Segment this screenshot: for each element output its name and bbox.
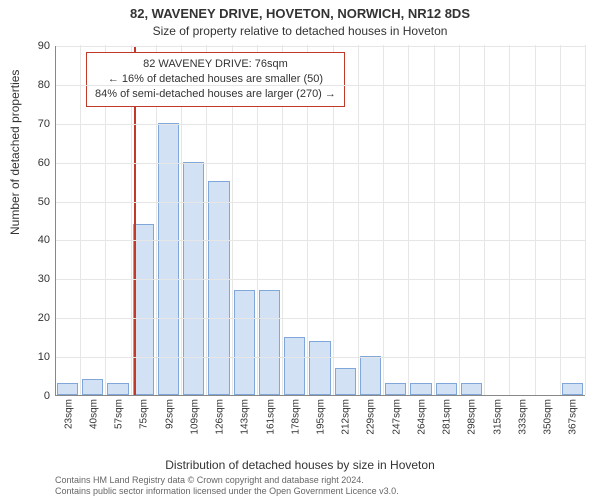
x-tick-label: 281sqm [442, 399, 453, 435]
x-tick-label: 350sqm [543, 399, 554, 435]
y-tick-label: 80 [38, 79, 50, 91]
gridline [56, 163, 585, 164]
histogram-bar [208, 181, 229, 395]
y-tick-label: 70 [38, 118, 50, 130]
y-axis-label: Number of detached properties [8, 70, 22, 235]
histogram-bar [562, 383, 583, 395]
gridline [56, 46, 585, 47]
x-tick-label: 195sqm [315, 399, 326, 435]
histogram-bar [133, 224, 154, 395]
x-axis-label: Distribution of detached houses by size … [0, 458, 600, 472]
bar-cell: 298sqm [460, 45, 485, 395]
histogram-bar [284, 337, 305, 395]
x-tick-label: 247sqm [391, 399, 402, 435]
x-tick-label: 264sqm [416, 399, 427, 435]
credit-line: Contains public sector information licen… [55, 486, 399, 497]
y-tick-label: 30 [38, 273, 50, 285]
bar-cell: 23sqm [56, 45, 81, 395]
credit-line: Contains HM Land Registry data © Crown c… [55, 475, 399, 486]
callout-line: 82 WAVENEY DRIVE: 76sqm [95, 57, 336, 72]
gridline [56, 318, 585, 319]
histogram-bar [309, 341, 330, 395]
chart-subtitle: Size of property relative to detached ho… [0, 24, 600, 38]
histogram-bar [259, 290, 280, 395]
x-tick-label: 109sqm [189, 399, 200, 435]
gridline [56, 124, 585, 125]
x-tick-label: 212sqm [341, 399, 352, 435]
histogram-bar [57, 383, 78, 395]
y-tick-label: 90 [38, 40, 50, 52]
x-tick-label: 23sqm [63, 399, 74, 429]
x-tick-label: 57sqm [114, 399, 125, 429]
bar-cell: 247sqm [384, 45, 409, 395]
bar-cell: 281sqm [435, 45, 460, 395]
histogram-bar [107, 383, 128, 395]
y-tick-label: 60 [38, 157, 50, 169]
bar-cell: 229sqm [359, 45, 384, 395]
histogram-bar [360, 356, 381, 395]
x-tick-label: 178sqm [290, 399, 301, 435]
bar-cell: 315sqm [485, 45, 510, 395]
bar-cell: 367sqm [561, 45, 586, 395]
x-tick-label: 229sqm [366, 399, 377, 435]
x-tick-label: 315sqm [492, 399, 503, 435]
y-tick-label: 50 [38, 196, 50, 208]
gridline [56, 357, 585, 358]
y-tick-label: 20 [38, 312, 50, 324]
credits: Contains HM Land Registry data © Crown c… [55, 475, 399, 498]
x-tick-label: 40sqm [88, 399, 99, 429]
y-tick-label: 40 [38, 234, 50, 246]
gridline [56, 202, 585, 203]
gridline [56, 85, 585, 86]
x-tick-label: 298sqm [467, 399, 478, 435]
histogram-bar [183, 162, 204, 395]
histogram-bar [82, 379, 103, 395]
bar-cell: 333sqm [510, 45, 535, 395]
histogram-bar [335, 368, 356, 395]
x-tick-label: 126sqm [215, 399, 226, 435]
y-tick-label: 10 [38, 351, 50, 363]
callout-line: 84% of semi-detached houses are larger (… [95, 87, 336, 102]
gridline [56, 279, 585, 280]
histogram-bar [234, 290, 255, 395]
chart-container: 82, WAVENEY DRIVE, HOVETON, NORWICH, NR1… [0, 0, 600, 500]
gridline [56, 240, 585, 241]
histogram-bar [385, 383, 406, 395]
x-tick-label: 75sqm [139, 399, 150, 429]
x-tick-label: 161sqm [265, 399, 276, 435]
x-tick-label: 367sqm [568, 399, 579, 435]
histogram-bar [410, 383, 431, 395]
x-tick-label: 333sqm [517, 399, 528, 435]
histogram-bar [436, 383, 457, 395]
bar-cell: 350sqm [536, 45, 561, 395]
histogram-bar [461, 383, 482, 395]
plot-area: 23sqm40sqm57sqm75sqm92sqm109sqm126sqm143… [55, 46, 585, 396]
y-tick-label: 0 [44, 390, 50, 402]
callout-box: 82 WAVENEY DRIVE: 76sqm← 16% of detached… [86, 52, 345, 107]
bar-cell: 264sqm [409, 45, 434, 395]
x-tick-label: 143sqm [240, 399, 251, 435]
x-tick-label: 92sqm [164, 399, 175, 429]
chart-title: 82, WAVENEY DRIVE, HOVETON, NORWICH, NR1… [0, 6, 600, 21]
